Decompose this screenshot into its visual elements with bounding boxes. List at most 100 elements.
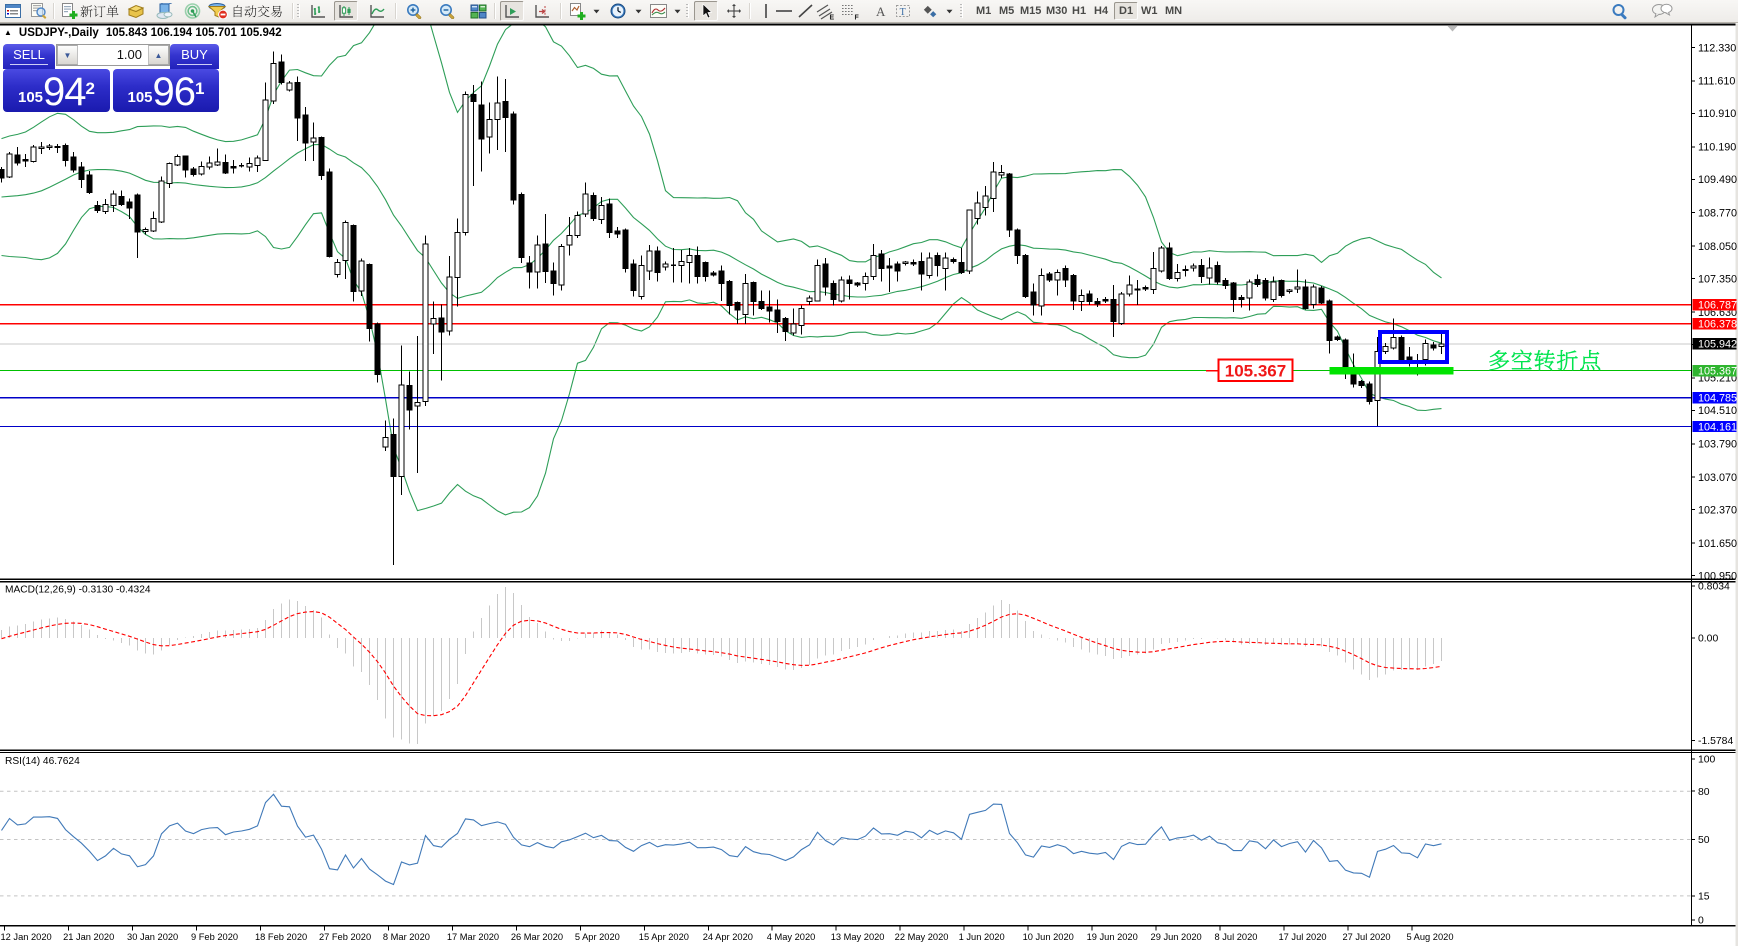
candle bbox=[0, 167, 5, 183]
timeframe-m30-button[interactable]: M30 bbox=[1046, 5, 1068, 17]
timeframe-m1-button[interactable]: M1 bbox=[976, 5, 992, 17]
candle bbox=[126, 198, 133, 220]
candle bbox=[574, 211, 581, 239]
timeframe-m5-button[interactable]: M5 bbox=[999, 5, 1015, 17]
chart-shift-icon[interactable] bbox=[530, 1, 554, 21]
candle bbox=[294, 76, 301, 141]
candle bbox=[246, 157, 253, 172]
indicators-dropdown-icon[interactable] bbox=[591, 1, 601, 21]
vertical-line-icon[interactable] bbox=[754, 1, 778, 21]
candle bbox=[1302, 279, 1309, 310]
horizontal-line-icon[interactable] bbox=[772, 1, 796, 21]
shapes-dropdown-icon[interactable] bbox=[944, 1, 954, 21]
panel-collapse-icon[interactable]: ▲ bbox=[4, 27, 12, 37]
candle bbox=[1022, 253, 1029, 299]
search-icon[interactable] bbox=[1608, 1, 1632, 21]
text-icon[interactable]: A bbox=[868, 1, 892, 21]
candle bbox=[910, 259, 917, 267]
buy-button[interactable]: BUY bbox=[170, 44, 219, 69]
sell-button-label: SELL bbox=[13, 47, 45, 62]
candle bbox=[742, 273, 749, 325]
strategy-tester-icon[interactable] bbox=[180, 1, 204, 21]
candle bbox=[694, 246, 701, 284]
svg-text:0.8034: 0.8034 bbox=[1698, 581, 1730, 592]
market-watch-icon[interactable] bbox=[1, 1, 25, 21]
timeframe-m15-button[interactable]: M15 bbox=[1020, 5, 1042, 17]
candle bbox=[454, 218, 461, 307]
candle bbox=[1430, 342, 1437, 351]
bar-chart-icon[interactable] bbox=[306, 1, 330, 21]
trendline-icon[interactable] bbox=[793, 1, 817, 21]
timeframe-mn-button[interactable]: MN bbox=[1165, 5, 1183, 17]
zoom-in-icon[interactable] bbox=[402, 1, 426, 21]
candle bbox=[1102, 297, 1109, 304]
templates-icon[interactable] bbox=[647, 1, 671, 21]
svg-text:104.785: 104.785 bbox=[1698, 392, 1737, 404]
zoom-out-icon[interactable] bbox=[435, 1, 459, 21]
svg-text:50: 50 bbox=[1698, 835, 1710, 846]
new-order-label[interactable] bbox=[80, 4, 119, 26]
buy-price-sup: 1 bbox=[195, 79, 205, 98]
buy-price-button[interactable]: 105 96 1 bbox=[113, 69, 219, 112]
autotrading-label[interactable] bbox=[231, 4, 283, 26]
new-order-icon[interactable] bbox=[58, 1, 82, 21]
fibonacci-icon[interactable]: F bbox=[838, 1, 862, 21]
svg-text:112.330: 112.330 bbox=[1698, 42, 1736, 54]
terminal-icon[interactable] bbox=[152, 1, 176, 21]
support-price-label: 105.367 bbox=[1225, 362, 1286, 381]
crosshair-icon[interactable] bbox=[722, 1, 746, 21]
templates-dropdown-icon[interactable] bbox=[672, 1, 682, 21]
timeframe-h4-button[interactable]: H4 bbox=[1094, 5, 1109, 17]
candle bbox=[1294, 269, 1301, 293]
date-label: 12 Jan 2020 bbox=[1, 932, 52, 942]
data-window-icon[interactable] bbox=[27, 1, 51, 21]
autotrading-icon[interactable] bbox=[206, 1, 230, 21]
indicators-icon[interactable] bbox=[566, 1, 590, 21]
candle bbox=[1190, 263, 1197, 272]
candle bbox=[158, 176, 165, 223]
sell-price-button[interactable]: 105 94 2 bbox=[3, 69, 110, 112]
label-icon[interactable]: T bbox=[891, 1, 915, 21]
candle bbox=[462, 91, 469, 236]
timeframe-w1-button[interactable]: W1 bbox=[1141, 5, 1158, 17]
buy-price-prefix: 105 bbox=[127, 89, 153, 106]
candle bbox=[318, 136, 325, 181]
volume-input[interactable]: 1.00 bbox=[116, 47, 142, 62]
candle bbox=[262, 82, 269, 162]
candle bbox=[1110, 285, 1117, 338]
candle bbox=[726, 279, 733, 315]
candle bbox=[862, 272, 869, 291]
candle bbox=[414, 336, 421, 473]
toolbar-grip[interactable] bbox=[960, 4, 963, 18]
channel-icon[interactable]: E bbox=[813, 1, 837, 21]
volume-increase-button[interactable]: ▲ bbox=[148, 45, 169, 65]
history-center-icon[interactable] bbox=[124, 1, 148, 21]
timeframe-h1-button[interactable]: H1 bbox=[1072, 5, 1087, 17]
candle bbox=[46, 144, 53, 151]
tile-windows-icon[interactable] bbox=[466, 1, 490, 21]
highlight-bar bbox=[1329, 366, 1454, 375]
svg-text:111.610: 111.610 bbox=[1698, 76, 1735, 88]
chart-shift-marker[interactable] bbox=[1447, 26, 1458, 32]
toolbar-grip[interactable] bbox=[686, 4, 689, 18]
volume-decrease-button[interactable]: ▼ bbox=[57, 45, 78, 65]
cursor-icon[interactable] bbox=[694, 1, 718, 21]
shapes-icon[interactable] bbox=[918, 1, 942, 21]
candle bbox=[302, 106, 309, 162]
timeframe-d1-button[interactable]: D1 bbox=[1114, 2, 1139, 20]
toolbar-grip[interactable] bbox=[297, 4, 300, 18]
volume-stepper: ▼ 1.00 ▲ bbox=[56, 44, 170, 66]
auto-scroll-icon[interactable] bbox=[500, 1, 524, 21]
candlestick-chart-icon[interactable] bbox=[334, 1, 358, 21]
candle bbox=[1094, 298, 1101, 307]
candle bbox=[1086, 290, 1093, 306]
periods-dropdown-icon[interactable] bbox=[633, 1, 643, 21]
sell-button[interactable]: SELL bbox=[3, 44, 55, 69]
candle bbox=[254, 155, 261, 172]
line-chart-icon[interactable] bbox=[365, 1, 389, 21]
candle bbox=[1118, 292, 1125, 325]
price-tag: 104.785 bbox=[1692, 391, 1737, 404]
periods-icon[interactable] bbox=[606, 1, 630, 21]
chat-icon[interactable] bbox=[1648, 1, 1676, 21]
